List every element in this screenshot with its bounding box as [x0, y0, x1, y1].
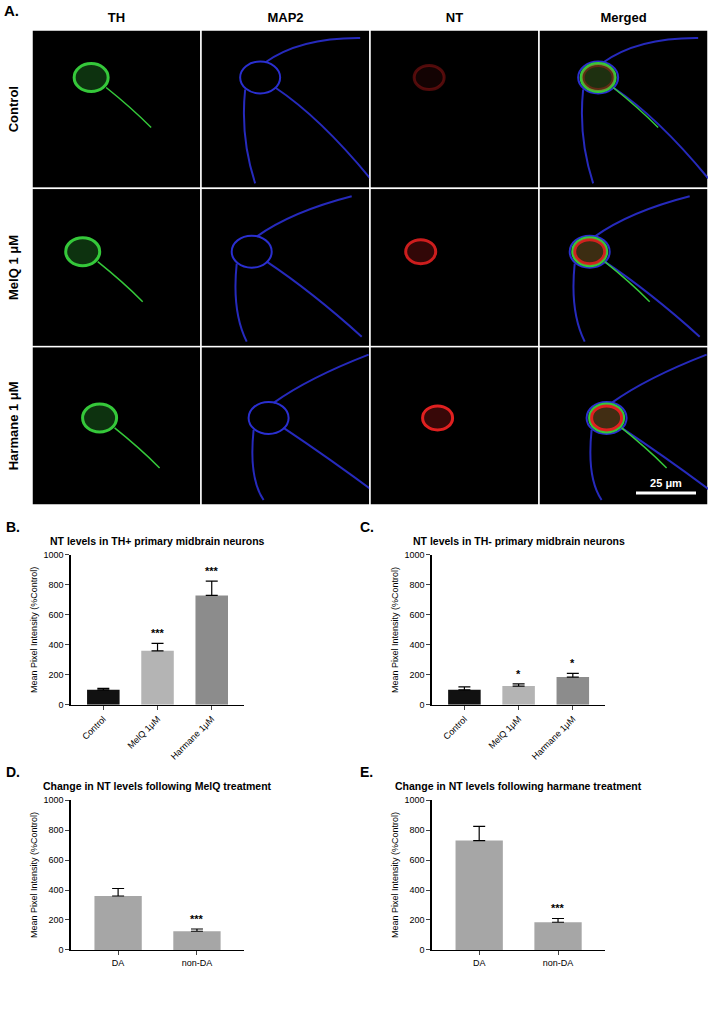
svg-text:600: 600: [48, 610, 63, 620]
svg-text:***: ***: [190, 913, 204, 925]
svg-text:1000: 1000: [43, 795, 63, 805]
svg-text:1000: 1000: [405, 795, 425, 805]
svg-text:800: 800: [410, 825, 425, 835]
svg-text:DA: DA: [112, 958, 125, 968]
svg-text:200: 200: [410, 915, 425, 925]
svg-text:200: 200: [48, 670, 63, 680]
svg-text:MAP2: MAP2: [267, 10, 303, 25]
svg-text:Mean Pixel Intensity (%Control: Mean Pixel Intensity (%Control): [390, 812, 400, 938]
svg-text:Harmane 1μM: Harmane 1μM: [169, 714, 217, 762]
svg-text:***: ***: [205, 565, 219, 577]
svg-text:Harmane 1 μM: Harmane 1 μM: [6, 381, 21, 470]
svg-text:200: 200: [48, 915, 63, 925]
svg-text:400: 400: [48, 885, 63, 895]
svg-text:200: 200: [410, 670, 425, 680]
svg-text:600: 600: [410, 855, 425, 865]
svg-text:D.: D.: [6, 764, 20, 780]
svg-text:***: ***: [151, 627, 165, 639]
svg-text:A.: A.: [4, 2, 19, 19]
svg-text:0: 0: [58, 700, 63, 710]
svg-text:400: 400: [410, 640, 425, 650]
svg-text:400: 400: [48, 640, 63, 650]
svg-text:Mean Pixel Intensity (%Control: Mean Pixel Intensity (%Control): [390, 567, 400, 693]
svg-text:Control: Control: [441, 714, 469, 742]
svg-text:800: 800: [48, 825, 63, 835]
svg-text:C.: C.: [360, 519, 374, 535]
svg-text:800: 800: [410, 580, 425, 590]
svg-text:0: 0: [420, 700, 425, 710]
svg-text:0: 0: [58, 945, 63, 955]
svg-text:Control: Control: [80, 714, 108, 742]
svg-text:*: *: [516, 668, 521, 680]
svg-text:400: 400: [410, 885, 425, 895]
svg-text:25 μm: 25 μm: [650, 477, 682, 489]
svg-text:800: 800: [48, 580, 63, 590]
svg-text:Change in NT levels following: Change in NT levels following MelQ treat…: [43, 780, 272, 792]
svg-text:MelQ 1μM: MelQ 1μM: [487, 714, 524, 751]
svg-text:Mean Pixel Intensity (%Control: Mean Pixel Intensity (%Control): [29, 567, 39, 693]
svg-text:NT levels in TH- primary midbr: NT levels in TH- primary midbrain neuron…: [413, 535, 625, 547]
svg-text:DA: DA: [473, 958, 486, 968]
svg-text:B.: B.: [6, 519, 20, 535]
svg-text:*: *: [570, 657, 575, 669]
svg-text:MelQ 1μM: MelQ 1μM: [126, 714, 163, 751]
svg-text:1000: 1000: [43, 550, 63, 560]
svg-text:Harmane 1μM: Harmane 1μM: [530, 714, 578, 762]
svg-text:0: 0: [420, 945, 425, 955]
svg-text:NT: NT: [446, 10, 463, 25]
svg-text:Control: Control: [6, 86, 21, 132]
svg-text:TH: TH: [108, 10, 125, 25]
svg-text:Change in NT levels following: Change in NT levels following harmane tr…: [395, 780, 642, 792]
svg-text:E.: E.: [360, 764, 373, 780]
svg-text:MelQ 1 μM: MelQ 1 μM: [6, 235, 21, 300]
svg-text:non-DA: non-DA: [182, 958, 213, 968]
svg-text:1000: 1000: [405, 550, 425, 560]
svg-text:600: 600: [48, 855, 63, 865]
svg-text:600: 600: [410, 610, 425, 620]
svg-text:***: ***: [551, 902, 565, 914]
svg-text:NT levels in TH+ primary midbr: NT levels in TH+ primary midbrain neuron…: [50, 535, 265, 547]
svg-text:Mean Pixel Intensity (%Control: Mean Pixel Intensity (%Control): [29, 812, 39, 938]
svg-text:Merged: Merged: [600, 10, 646, 25]
svg-text:non-DA: non-DA: [543, 958, 574, 968]
